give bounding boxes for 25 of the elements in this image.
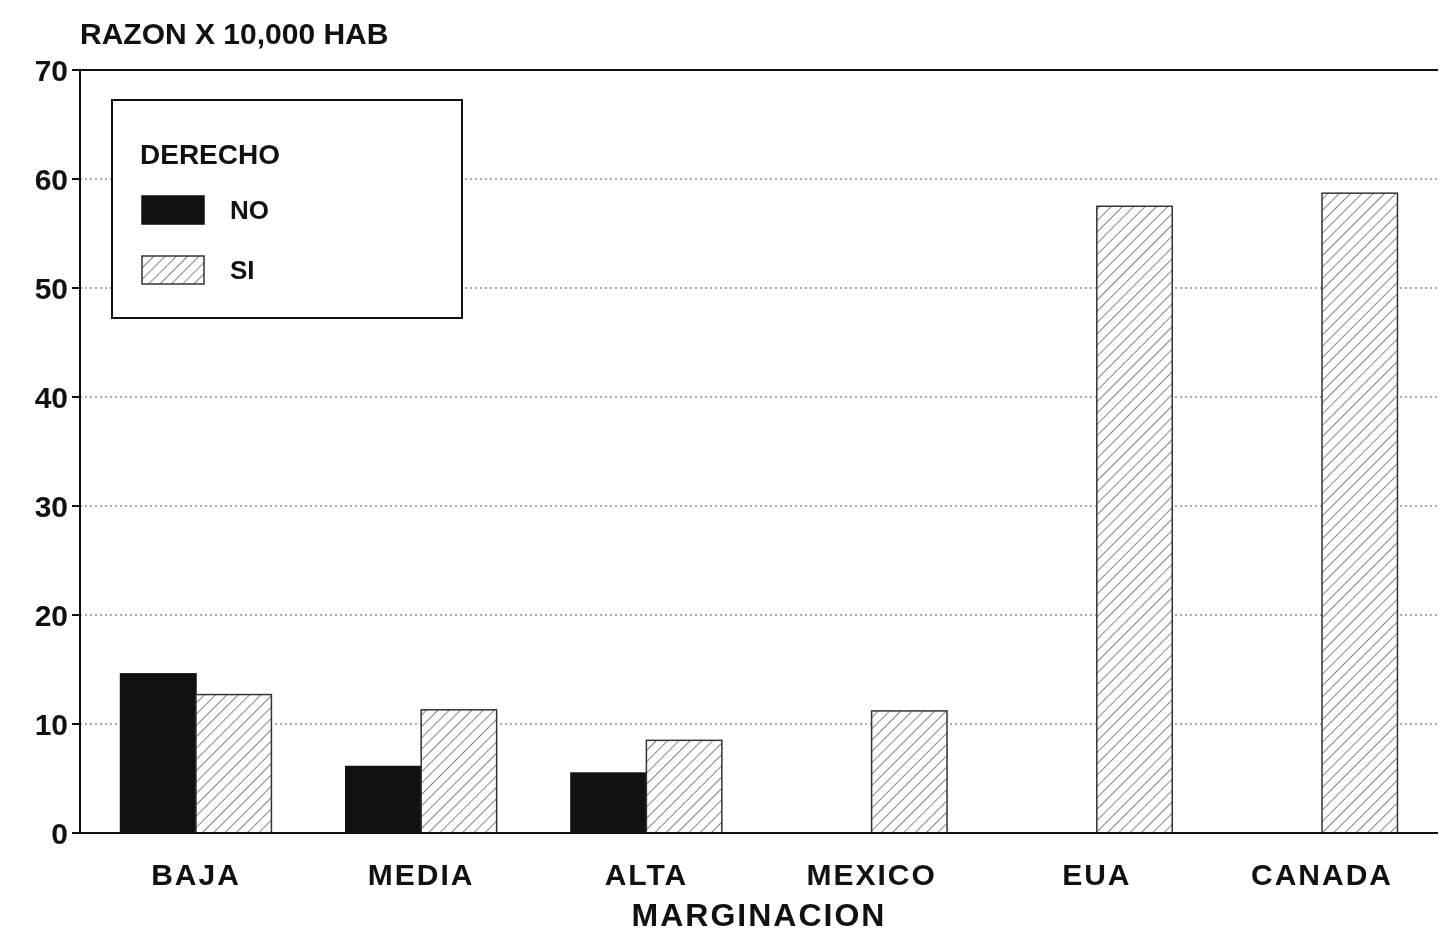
bar bbox=[1096, 205, 1173, 834]
y-tick-label: 60 bbox=[34, 162, 68, 196]
legend-label: NO bbox=[230, 195, 269, 226]
x-tick-label: BAJA bbox=[151, 858, 241, 891]
y-tick-label: 0 bbox=[51, 816, 68, 850]
bar bbox=[420, 709, 498, 834]
x-tick-label: CANADA bbox=[1251, 858, 1394, 891]
x-axis-title: MARGINACION bbox=[631, 897, 887, 933]
legend-label: SI bbox=[230, 255, 255, 286]
bar bbox=[195, 693, 273, 834]
y-tick-label: 70 bbox=[34, 53, 68, 87]
legend-title: DERECHO bbox=[140, 139, 281, 170]
x-tick-label: EUA bbox=[1062, 858, 1132, 891]
y-tick-label: 20 bbox=[34, 598, 68, 632]
y-tick-label: 30 bbox=[34, 489, 68, 523]
x-tick-label: MEDIA bbox=[367, 858, 475, 891]
bar bbox=[870, 710, 948, 834]
x-tick-label: MEXICO bbox=[806, 858, 937, 891]
y-tick-label: 10 bbox=[34, 707, 68, 741]
bar bbox=[1321, 192, 1399, 834]
x-tick-label: ALTA bbox=[604, 858, 689, 891]
y-tick-label: 40 bbox=[34, 380, 68, 414]
y-tick-label: 50 bbox=[34, 271, 68, 305]
bar bbox=[645, 739, 723, 834]
y-axis-title: RAZON X 10,000 HAB bbox=[80, 17, 389, 50]
